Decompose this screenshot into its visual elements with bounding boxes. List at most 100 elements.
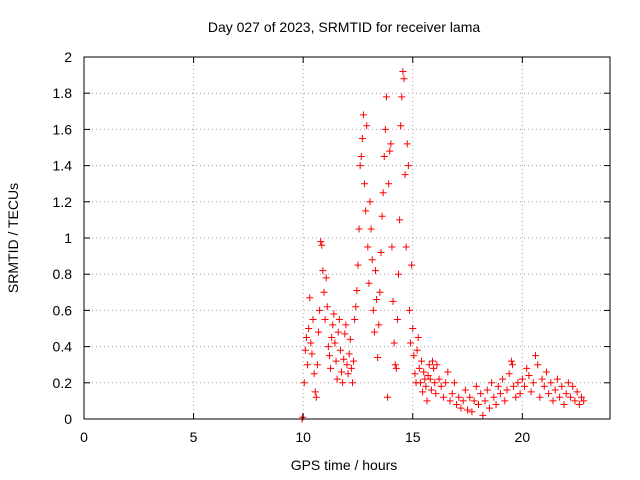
data-point: [453, 401, 461, 409]
data-point: [499, 375, 507, 383]
data-point: [413, 346, 421, 354]
data-point: [553, 375, 561, 383]
data-point: [414, 334, 422, 342]
data-point: [549, 397, 557, 405]
data-point: [359, 111, 367, 119]
data-point: [324, 343, 332, 351]
data-point: [325, 352, 333, 360]
data-point: [542, 368, 550, 376]
data-point: [343, 361, 351, 369]
data-point: [573, 388, 581, 396]
data-point: [366, 198, 374, 206]
data-point: [402, 243, 410, 251]
data-point: [523, 364, 531, 372]
grid-lines: [84, 57, 610, 419]
data-point: [382, 93, 390, 101]
data-point: [401, 171, 409, 179]
data-point: [531, 352, 539, 360]
data-point: [408, 261, 416, 269]
data-point: [327, 364, 335, 372]
y-tick-label: 0.2: [53, 375, 73, 391]
data-point: [375, 321, 383, 329]
data-point: [348, 379, 356, 387]
data-point: [305, 325, 313, 332]
data-point: [446, 397, 454, 405]
axis-ticks: 0 5 10 15 20 0 0.2 0.4 0.6 0.8 1 1.2 1.4 1.6 1.8 2: [53, 49, 610, 445]
data-point: [395, 270, 403, 278]
data-point: [391, 361, 399, 369]
data-point: [318, 241, 326, 249]
data-point: [464, 406, 472, 414]
data-point: [344, 370, 352, 378]
x-axis-title: GPS time / hours: [291, 457, 398, 473]
data-point: [426, 375, 434, 383]
data-point: [518, 375, 526, 383]
data-point: [356, 162, 364, 170]
data-point: [361, 180, 369, 188]
data-point: [345, 350, 353, 358]
data-point: [514, 379, 522, 387]
data-point: [339, 379, 347, 387]
data-point: [516, 390, 524, 398]
x-tick-label: 10: [295, 429, 311, 445]
data-point: [311, 388, 319, 396]
data-point: [507, 357, 515, 365]
data-point: [363, 122, 371, 130]
data-point: [425, 361, 433, 369]
data-point: [455, 393, 463, 401]
data-point: [545, 390, 553, 398]
data-point: [370, 328, 378, 336]
data-point: [357, 153, 365, 161]
data-point: [312, 393, 320, 401]
y-tick-label: 0: [64, 411, 72, 427]
data-point: [385, 180, 393, 188]
data-points: [298, 67, 588, 423]
data-point: [470, 397, 478, 405]
data-point: [308, 350, 316, 358]
x-tick-label: 5: [190, 429, 198, 445]
data-point: [435, 375, 443, 383]
data-point: [571, 397, 579, 405]
data-point: [315, 328, 323, 336]
data-point: [410, 352, 418, 360]
data-point: [317, 238, 325, 246]
data-point: [341, 330, 349, 338]
data-point: [536, 393, 544, 401]
data-point: [364, 243, 372, 251]
data-point: [352, 303, 360, 311]
data-point: [398, 93, 406, 101]
data-point: [322, 274, 330, 282]
data-point: [378, 212, 386, 220]
data-point: [319, 267, 327, 275]
data-point: [387, 140, 395, 148]
data-point: [437, 382, 445, 390]
data-point: [578, 393, 586, 401]
data-point: [459, 397, 467, 405]
data-point: [575, 401, 583, 409]
data-point: [428, 357, 436, 365]
data-point: [377, 248, 385, 256]
data-point: [422, 382, 430, 390]
data-point: [346, 335, 354, 343]
data-point: [448, 390, 456, 398]
data-point: [300, 379, 308, 387]
data-point: [477, 390, 485, 398]
data-point: [365, 279, 373, 287]
data-point: [538, 375, 546, 383]
data-point: [316, 306, 324, 314]
data-point: [336, 346, 344, 354]
data-point: [472, 382, 480, 390]
data-point: [380, 153, 388, 161]
data-point: [492, 401, 500, 409]
data-point: [551, 386, 559, 394]
data-point: [306, 294, 314, 302]
data-point: [431, 379, 439, 387]
data-point: [307, 339, 315, 347]
data-point: [442, 379, 450, 387]
data-point: [527, 388, 535, 396]
data-point: [560, 401, 568, 409]
data-point: [353, 286, 361, 294]
data-point: [379, 189, 387, 197]
data-point: [540, 382, 548, 390]
data-point: [397, 122, 405, 130]
